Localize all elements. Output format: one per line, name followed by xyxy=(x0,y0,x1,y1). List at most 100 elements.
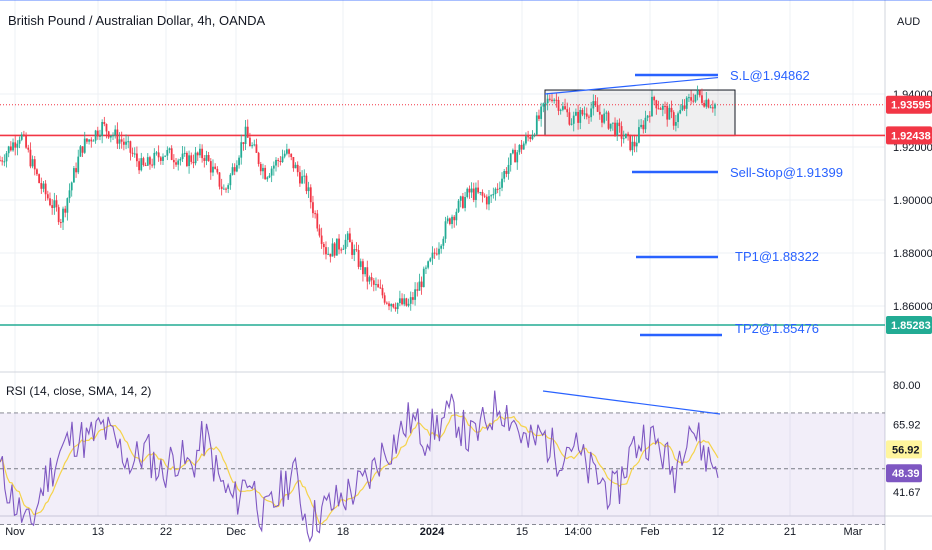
svg-text:1.93595: 1.93595 xyxy=(891,100,931,112)
candle xyxy=(18,136,21,149)
candle xyxy=(31,155,34,169)
candle xyxy=(281,149,284,163)
candle xyxy=(112,132,114,140)
candle xyxy=(101,119,104,144)
candle xyxy=(120,131,123,149)
candle xyxy=(581,108,584,117)
candle xyxy=(320,227,323,249)
candle xyxy=(688,93,690,102)
candle xyxy=(529,135,532,143)
stop-loss-label[interactable]: S.L@1.94862 xyxy=(730,68,810,83)
candle xyxy=(157,145,160,162)
candle xyxy=(703,100,706,108)
candle xyxy=(231,163,234,176)
candle xyxy=(342,244,345,250)
candle xyxy=(507,157,510,180)
candle xyxy=(609,123,612,132)
price-badge: 1.92438 xyxy=(886,126,932,145)
candle xyxy=(257,151,260,167)
candle xyxy=(348,227,351,243)
candle xyxy=(638,119,640,144)
candle xyxy=(83,131,86,154)
candle xyxy=(268,172,271,179)
candle xyxy=(133,147,136,158)
candle xyxy=(429,257,432,263)
candle xyxy=(59,218,62,228)
candle xyxy=(394,302,397,312)
candle xyxy=(401,293,403,306)
candle xyxy=(546,93,549,111)
candle xyxy=(611,122,614,131)
candle xyxy=(596,97,599,112)
candle xyxy=(479,191,482,196)
candle xyxy=(23,130,25,137)
candle xyxy=(12,138,14,152)
candle xyxy=(372,277,375,292)
candle xyxy=(538,109,540,122)
candle xyxy=(0,155,1,162)
candle xyxy=(222,184,225,190)
candle xyxy=(520,139,523,154)
candle xyxy=(388,301,390,311)
candle xyxy=(299,165,301,187)
candle xyxy=(168,147,171,154)
candle xyxy=(588,114,590,125)
candle xyxy=(303,169,306,184)
candle xyxy=(88,139,91,145)
candle xyxy=(594,95,597,107)
candle xyxy=(351,239,353,259)
candle xyxy=(318,224,321,238)
candle xyxy=(640,118,643,129)
candle xyxy=(685,96,688,117)
candle xyxy=(70,181,73,197)
candle xyxy=(375,277,377,291)
candle xyxy=(561,102,564,112)
candle xyxy=(155,151,158,156)
candle xyxy=(422,266,425,288)
candle xyxy=(294,162,297,169)
time-label: 2024 xyxy=(420,526,445,538)
candle xyxy=(290,153,293,161)
candle xyxy=(459,195,462,208)
time-label: 18 xyxy=(337,526,349,538)
candle xyxy=(216,166,219,175)
candle xyxy=(86,138,88,144)
candle xyxy=(431,246,434,265)
candle xyxy=(29,142,32,169)
price-trendline[interactable] xyxy=(544,76,719,95)
candle xyxy=(522,141,525,150)
tp1-label[interactable]: TP1@1.88322 xyxy=(735,249,819,264)
price-badge: 1.85283 xyxy=(886,316,932,335)
candle xyxy=(544,102,547,111)
candle xyxy=(505,167,508,178)
candle xyxy=(205,150,208,166)
candle xyxy=(659,106,662,110)
candle xyxy=(535,111,538,136)
candle xyxy=(131,147,134,157)
candle xyxy=(175,158,177,167)
candle xyxy=(440,244,443,254)
candle xyxy=(7,145,10,158)
rsi-trendline[interactable] xyxy=(542,390,721,415)
sell-stop-label[interactable]: Sell-Stop@1.91399 xyxy=(730,165,843,180)
candle xyxy=(283,150,286,159)
candle xyxy=(105,123,108,139)
candle xyxy=(496,183,499,194)
tp2-label[interactable]: TP2@1.85476 xyxy=(735,321,819,336)
candle xyxy=(181,146,184,163)
candle xyxy=(68,183,71,203)
candle xyxy=(327,247,330,256)
candle xyxy=(518,144,521,155)
candle xyxy=(122,137,125,151)
candle xyxy=(66,197,69,221)
candle xyxy=(36,168,38,176)
candle xyxy=(644,110,647,133)
candle xyxy=(385,301,388,305)
candle xyxy=(694,94,697,103)
candle xyxy=(27,144,30,153)
candle xyxy=(218,172,221,190)
candle xyxy=(194,146,197,166)
candle xyxy=(414,282,416,306)
candle xyxy=(136,146,138,167)
